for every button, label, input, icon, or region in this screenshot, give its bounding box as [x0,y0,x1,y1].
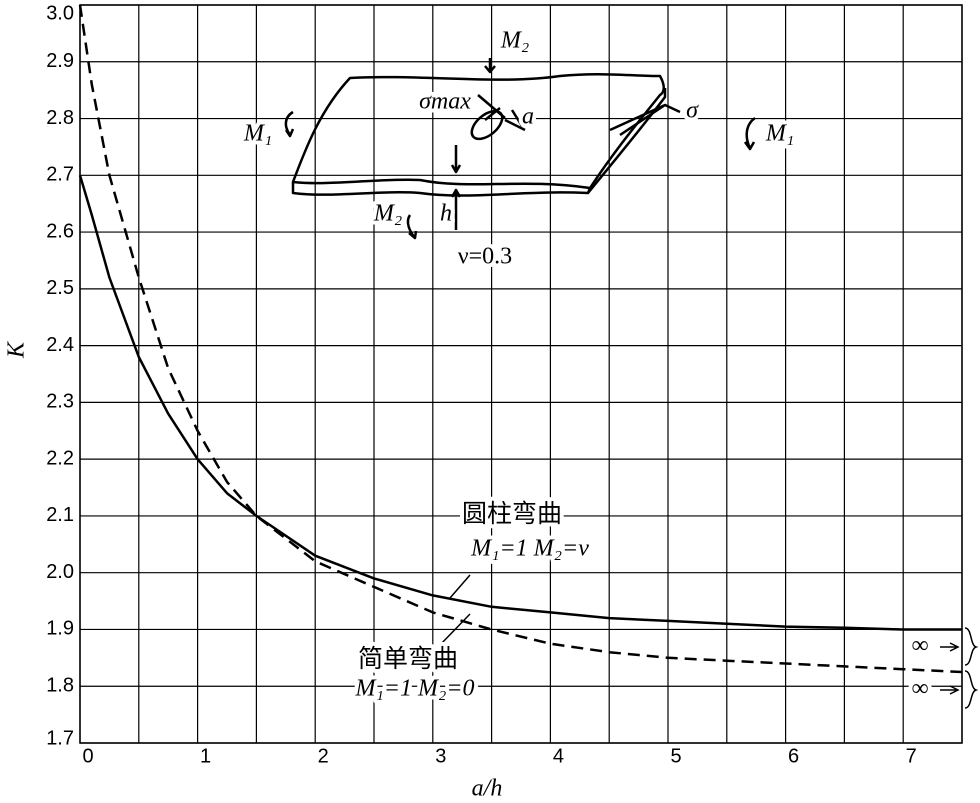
y-tick-label: 1.9 [46,618,74,640]
y-tick-label: 2.5 [46,277,74,299]
leaders [439,574,979,709]
annotation: ∞ [911,676,928,702]
x-tick-label: 1 [200,745,211,767]
x-axis-label: a/h [472,776,503,802]
x-tick-label: 4 [553,745,564,767]
series-label: 简单弯曲 [358,644,458,673]
inset-label: M₂ [500,28,529,54]
y-tick-label: 2.2 [46,447,74,469]
y-axis-label: K [4,340,30,359]
x-tick-label: 5 [670,745,681,767]
inset-label: a [522,104,534,130]
y-tick-label: 2.0 [46,561,74,583]
plate-sketch [284,58,756,240]
inset-label: M₂ [373,201,402,227]
x-tick-label: 6 [788,745,799,767]
curve [78,174,962,631]
y-tick-label: 2.7 [46,164,74,186]
plot-frame [79,4,963,744]
inset-label: h [440,201,452,227]
annotation: ν=0.3 [458,244,512,270]
series-label: 圆柱弯曲 [462,499,562,528]
inset-label: M₁ [765,121,794,147]
y-tick-label: 1.8 [46,675,74,697]
y-tick-label: 2.6 [46,220,74,242]
curve [78,4,963,674]
y-tick-label: 2.9 [46,50,74,72]
y-tick-label: 2.1 [46,504,74,526]
y-tick-label: 2.8 [46,107,74,129]
x-tick-label: 0 [82,745,93,767]
y-tick-label: 1.7 [46,727,74,749]
inset-label: σmax [419,89,471,115]
x-tick-label: 2 [318,745,329,767]
y-tick-label: 2.3 [46,391,74,413]
annotation: ∞ [911,633,928,659]
inset-label: σ [686,98,699,124]
inset-label: M₁ [243,121,272,147]
x-tick-label: 3 [435,745,446,767]
y-tick-label: 3.0 [46,2,74,24]
annotation: M₁=1 M₂=0 [354,676,474,702]
annotation: M₁=1 M₂=ν [470,536,589,562]
y-tick-label: 2.4 [46,334,74,356]
x-tick-label: 7 [906,745,917,767]
